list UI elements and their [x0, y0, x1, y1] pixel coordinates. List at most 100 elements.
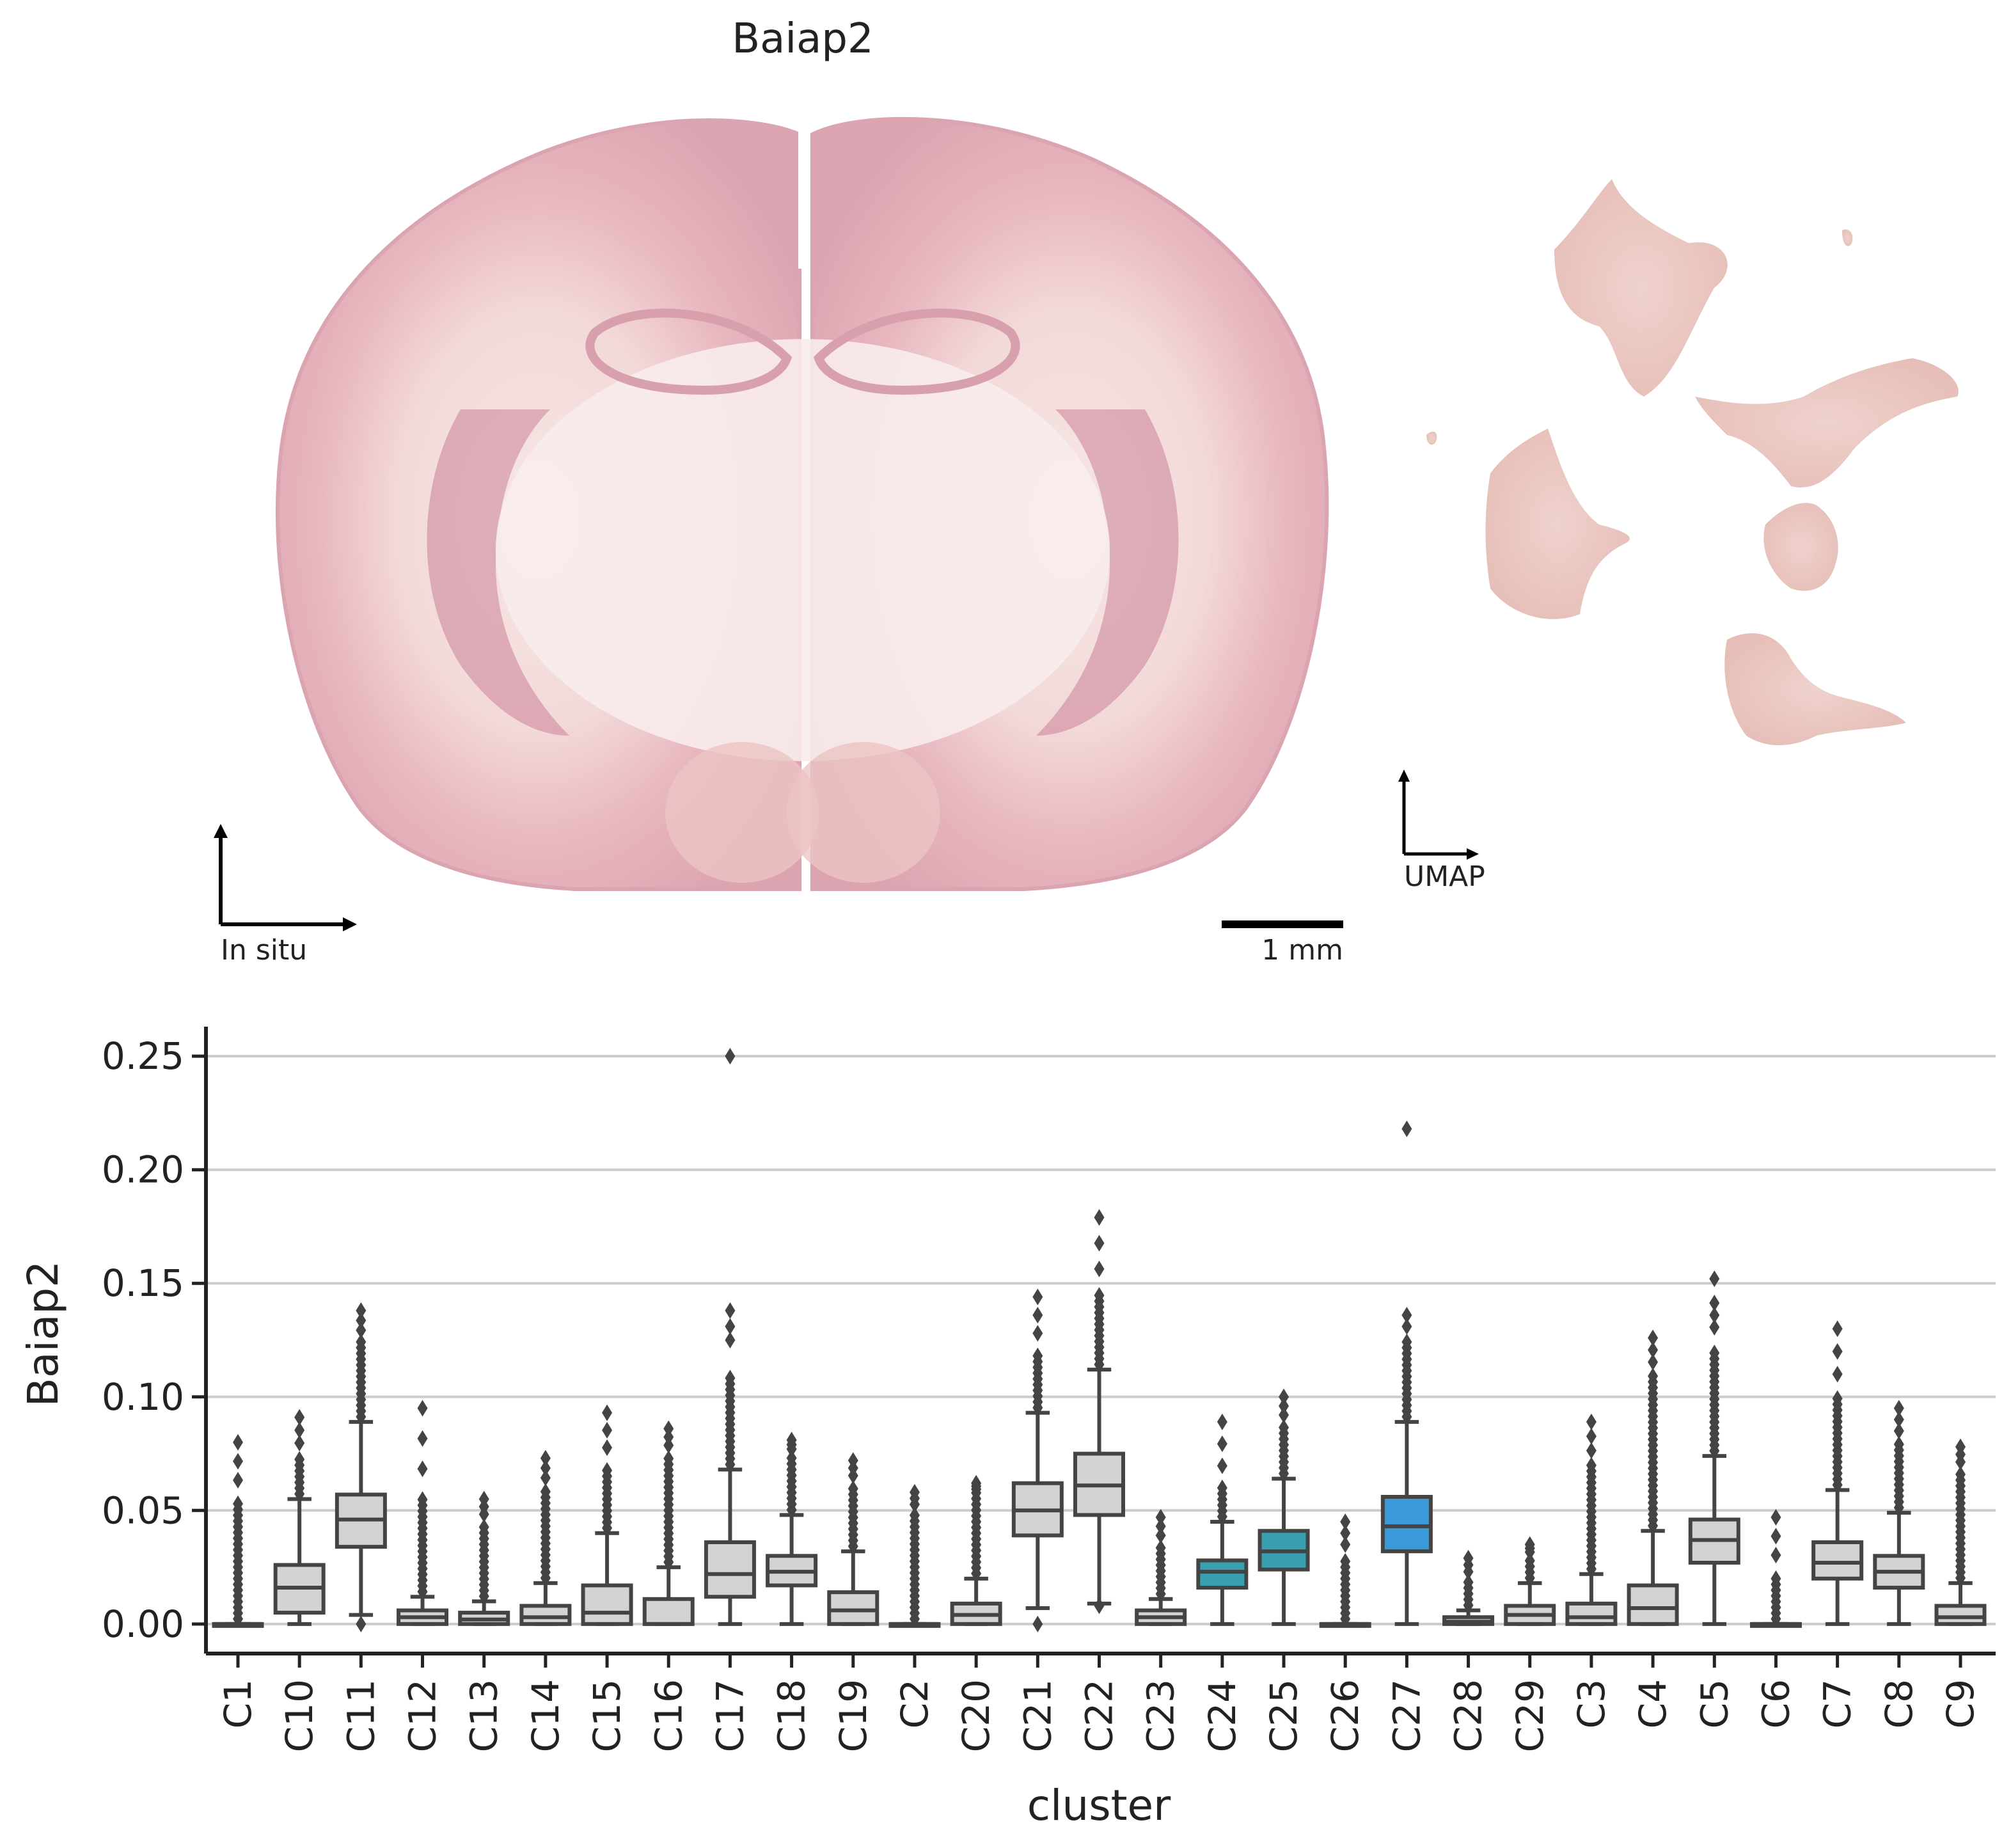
outlier-point	[725, 1048, 736, 1065]
outlier-point	[1709, 1345, 1720, 1362]
box-C9	[1934, 1438, 1987, 1626]
outlier-point	[663, 1450, 674, 1467]
outlier-point	[417, 1491, 428, 1508]
outlier-point	[848, 1480, 858, 1497]
outlier-point	[1586, 1442, 1597, 1459]
outlier-point	[356, 1333, 367, 1350]
outlier-point	[1832, 1343, 1843, 1360]
outlier-point	[540, 1460, 551, 1477]
box-body	[1565, 1601, 1618, 1626]
y-ticks: 0.00 0.05 0.10 0.15 0.20 0.25	[102, 1034, 206, 1646]
outlier-point	[294, 1421, 305, 1439]
outlier-point	[233, 1471, 243, 1489]
outlier-point	[1709, 1306, 1720, 1323]
x-axis-label: cluster	[1027, 1781, 1171, 1830]
outlier-point	[1893, 1435, 1904, 1453]
outlier-point	[478, 1490, 489, 1508]
outlier-point	[725, 1318, 736, 1335]
scale-bar: 1 mm	[1222, 920, 1343, 967]
box-C11	[335, 1302, 387, 1632]
umap-axes: UMAP	[1398, 770, 1485, 893]
outlier-point	[1340, 1552, 1351, 1570]
umap-panel	[1426, 179, 1959, 745]
outlier-point	[663, 1420, 674, 1437]
outlier-point	[1032, 1288, 1043, 1306]
outlier-point	[725, 1370, 736, 1387]
outlier-point	[1955, 1465, 1966, 1483]
box-C26	[1319, 1513, 1371, 1628]
box-C12	[397, 1400, 449, 1626]
outlier-point	[602, 1421, 613, 1439]
outlier-point	[233, 1495, 243, 1512]
outlier-point	[786, 1449, 797, 1467]
x-tick-label: C15	[585, 1679, 629, 1752]
outlier-point	[1832, 1390, 1843, 1407]
x-tick-label: C14	[524, 1679, 567, 1752]
outlier-point	[1770, 1508, 1781, 1526]
box-C3	[1565, 1413, 1618, 1626]
box-body	[519, 1604, 572, 1626]
outlier-point	[540, 1469, 551, 1487]
outlier-point	[1401, 1306, 1412, 1323]
box-body	[1934, 1604, 1987, 1626]
outlier-point	[1709, 1318, 1720, 1336]
box-C23	[1135, 1508, 1187, 1626]
outlier-point	[1463, 1574, 1474, 1591]
y-tick-label: 0.00	[102, 1602, 184, 1646]
outlier-point	[1094, 1287, 1105, 1304]
scale-bar-label: 1 mm	[1261, 934, 1343, 967]
box-C4	[1627, 1329, 1679, 1626]
outlier-point	[1401, 1120, 1412, 1137]
outlier-point	[663, 1428, 674, 1446]
outlier-point	[356, 1322, 367, 1339]
outlier-point	[971, 1474, 982, 1492]
outlier-point	[1709, 1270, 1720, 1288]
x-tick-label: C6	[1754, 1679, 1797, 1728]
outlier-point	[1648, 1368, 1659, 1385]
x-tick-label: C7	[1816, 1679, 1859, 1728]
box-C20	[950, 1474, 1002, 1626]
x-tick-label: C20	[954, 1679, 998, 1752]
outlier-point	[1032, 1615, 1043, 1632]
outlier-point	[1032, 1347, 1043, 1364]
x-tick-label: C19	[832, 1679, 875, 1752]
figure-title: Baiap2	[732, 15, 873, 63]
umap-cluster-top	[1554, 179, 1728, 397]
x-tick-label: C23	[1139, 1679, 1183, 1752]
x-tick-label: C5	[1692, 1679, 1736, 1728]
outlier-point	[602, 1404, 613, 1421]
outlier-point	[1832, 1366, 1843, 1383]
x-ticks: C1 C10 C11 C12 C13 C14 C15 C16 C17 C18 C19 C2 C20 C21…	[216, 1654, 1982, 1752]
outlier-point	[1401, 1318, 1412, 1335]
outlier-point	[233, 1433, 243, 1451]
outlier-point	[1770, 1547, 1781, 1564]
box-C21	[1011, 1288, 1064, 1632]
boxes	[212, 1048, 1987, 1632]
x-tick-label: C27	[1385, 1679, 1428, 1752]
box-body	[1627, 1583, 1679, 1626]
box-C17	[704, 1048, 756, 1626]
box-C8	[1873, 1400, 1925, 1626]
outlier-point	[417, 1460, 428, 1478]
outlier-point	[1893, 1423, 1904, 1440]
umap-cluster-left	[1485, 429, 1630, 619]
outlier-point	[1401, 1333, 1412, 1350]
outlier-point	[725, 1302, 736, 1319]
outlier-point	[1586, 1413, 1597, 1430]
box-C29	[1504, 1536, 1556, 1626]
outlier-point	[1032, 1325, 1043, 1342]
outlier-point	[1279, 1397, 1289, 1414]
outlier-point	[848, 1452, 858, 1469]
umap-axis-label: UMAP	[1404, 860, 1485, 893]
x-tick-label: C2	[893, 1679, 936, 1728]
x-tick-label: C11	[339, 1679, 382, 1752]
umap-cluster-right	[1695, 358, 1959, 487]
umap-cluster-center	[1763, 503, 1838, 591]
outlier-point	[1032, 1306, 1043, 1323]
outlier-point	[1155, 1539, 1166, 1556]
outlier-point	[356, 1302, 367, 1319]
box-C28	[1442, 1549, 1495, 1626]
x-tick-label: C10	[278, 1679, 321, 1752]
outlier-point	[725, 1332, 736, 1348]
brain-ventral-right	[787, 742, 940, 883]
